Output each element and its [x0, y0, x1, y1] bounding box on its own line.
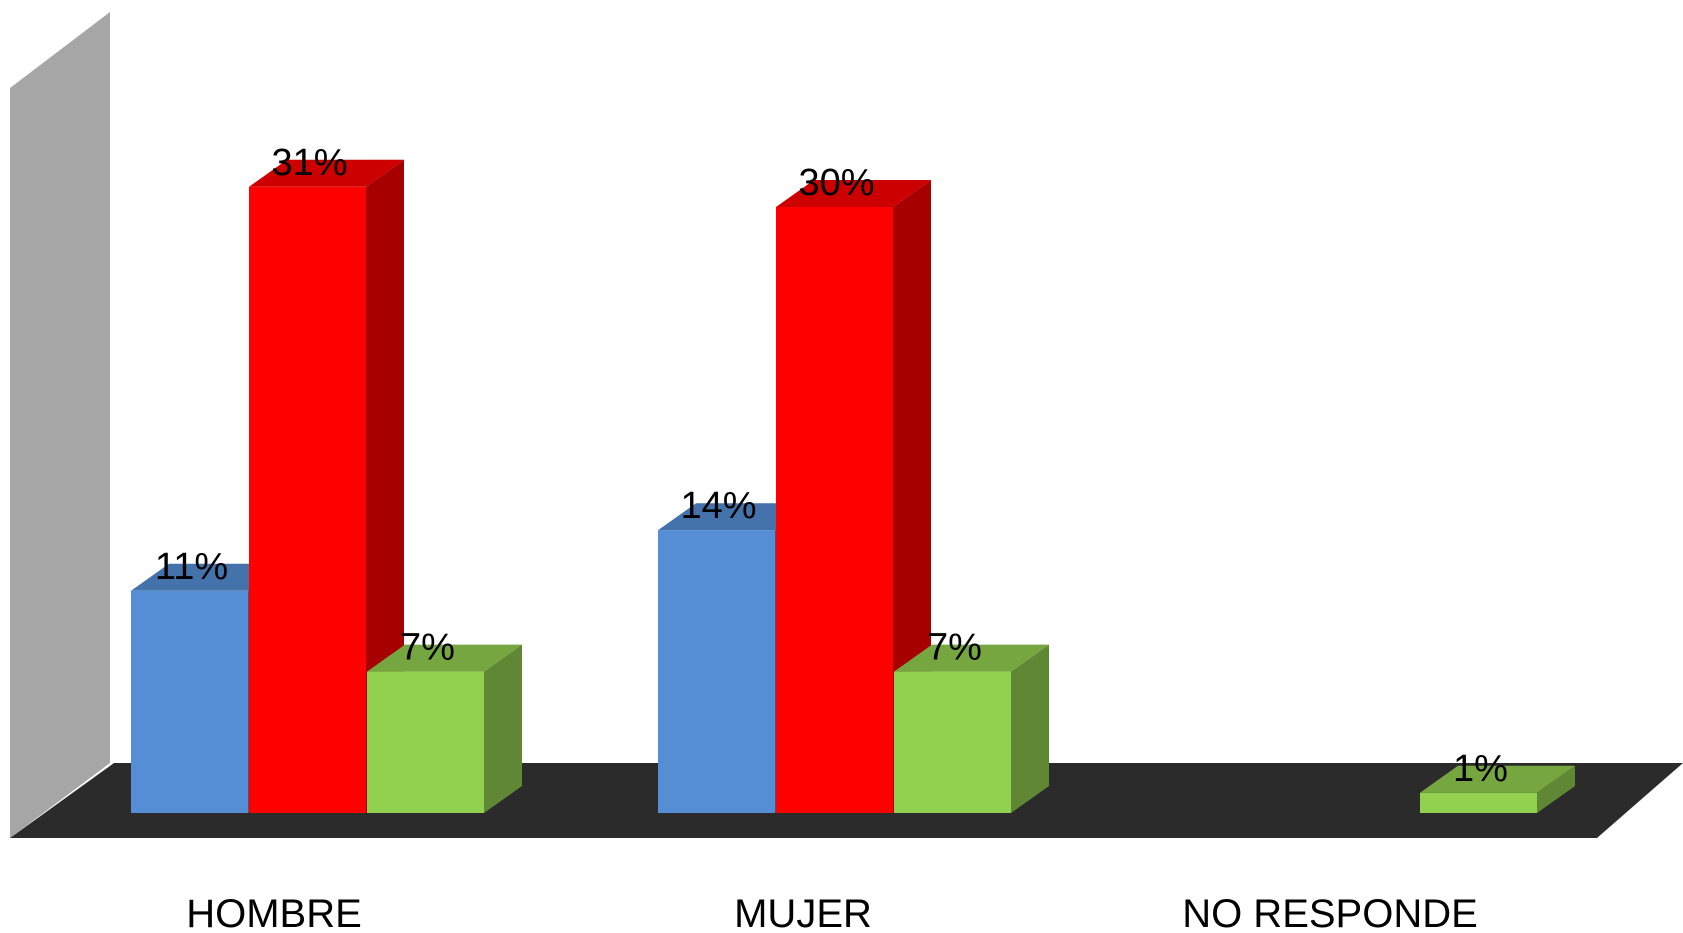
data-label: 7% [400, 627, 455, 669]
bar-top-face [1420, 765, 1575, 793]
bar-side-face [484, 644, 522, 813]
data-label: 1% [1453, 748, 1508, 790]
bar-side-face [1011, 644, 1049, 813]
bar-front-face [894, 671, 1011, 813]
category-label-group: HOMBRE MUJER NO RESPONDE [186, 892, 1478, 933]
category-label: NO RESPONDE [1182, 892, 1478, 933]
bar-side-face [1537, 765, 1575, 813]
data-label: 31% [271, 142, 347, 184]
bar-mujer-2 [776, 180, 931, 813]
category-label: MUJER [734, 892, 872, 933]
bar-top-face [367, 644, 522, 672]
bar-top-face [658, 503, 813, 531]
bar-top-face [249, 159, 404, 187]
bar-mujer-3 [894, 644, 1049, 813]
data-label: 30% [798, 162, 874, 204]
bar-top-face [131, 563, 286, 591]
bar-top-face [776, 180, 931, 207]
bar-group [131, 159, 1575, 814]
chart-back-wall [10, 12, 110, 838]
bar-hombre-2 [249, 159, 404, 814]
bar-front-face [1420, 792, 1537, 813]
bar-side-face [366, 159, 404, 814]
bar-front-face [658, 530, 775, 813]
bar-front-face [249, 186, 366, 814]
data-label: 7% [927, 627, 982, 669]
bar-front-face [776, 207, 893, 813]
bar-front-face [367, 671, 484, 813]
bar-top-face [894, 644, 1049, 672]
data-label-group: 11% 31% 7% 14% 30% 7% 1% [155, 142, 1508, 790]
data-label: 11% [155, 546, 228, 588]
bar-no-responde-3 [1420, 765, 1575, 813]
category-label: HOMBRE [186, 892, 362, 933]
back-wall [10, 12, 110, 838]
bar-hombre-3 [367, 644, 522, 813]
data-label: 14% [680, 485, 756, 527]
bar-front-face [131, 590, 248, 813]
